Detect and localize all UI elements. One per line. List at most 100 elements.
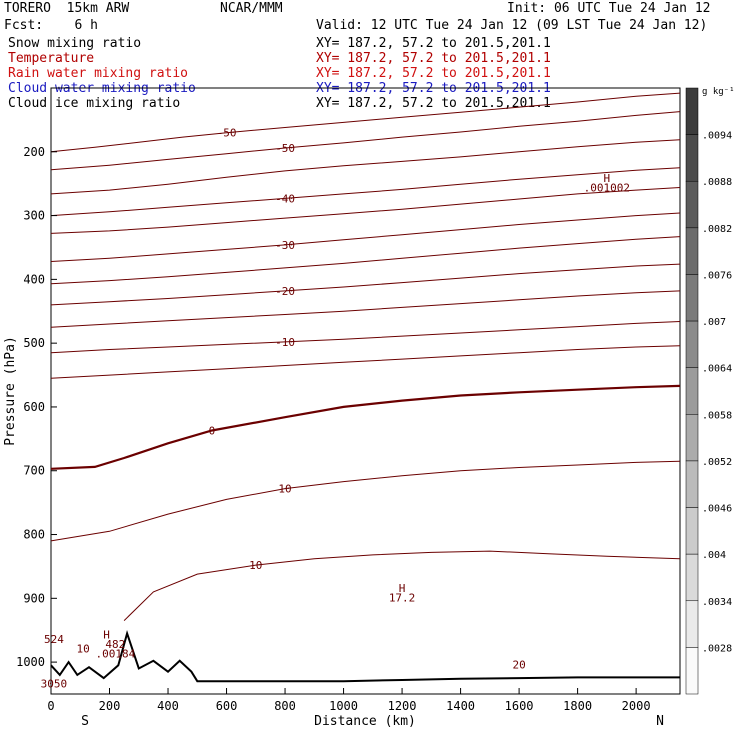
colorbar-label: .0034 — [702, 597, 732, 608]
colorbar-label: .0064 — [702, 364, 732, 375]
y-tick-label: 500 — [23, 336, 45, 350]
colorbar-swatch — [685, 647, 699, 695]
colorbar-label: .0028 — [702, 643, 732, 654]
colorbar-swatch — [685, 180, 699, 229]
header-fcst: Fcst: 6 h — [4, 18, 98, 33]
legend-rain-label: Rain water mixing ratio — [8, 66, 189, 81]
x-end-label-north: N — [656, 714, 664, 729]
legend-cloud-ice-label: Cloud ice mixing ratio — [8, 96, 181, 111]
temperature-isotherms: -50 -50 -40 -30 -20 -10 0 10 10 — [50, 92, 681, 621]
annotation-label: 482 — [105, 638, 125, 651]
y-tick-label: 900 — [23, 591, 45, 605]
x-tick-label: 1200 — [388, 699, 417, 713]
x-tick-label: 1800 — [563, 699, 592, 713]
colorbar-label: .007 — [702, 317, 726, 328]
annotation-label: .00184 — [95, 648, 135, 661]
isotherm-label: 0 — [209, 425, 216, 438]
legend-cloud-ice-xy: XY= 187.2, 57.2 to 201.5,201.1 — [316, 96, 551, 111]
x-tick-label: 1400 — [446, 699, 475, 713]
annotation-label: 10 — [77, 643, 90, 656]
isotherm-line — [50, 212, 681, 262]
legend-temperature-xy: XY= 187.2, 57.2 to 201.5,201.1 — [316, 51, 551, 66]
isotherm-line — [50, 263, 681, 306]
colorbar: .0094 .0088 .0082 .0076 .007 .0064 .0058 .0052.… — [685, 87, 735, 695]
colorbar-swatch — [685, 227, 699, 275]
y-tick-label: 600 — [23, 400, 45, 414]
colorbar-swatch — [685, 414, 699, 462]
annotation-label: 17.2 — [389, 592, 416, 605]
isotherm-line — [123, 550, 681, 621]
isotherm-label: -30 — [275, 239, 295, 252]
x-axis: 0 200 400 600 800 1000 1200 1400 1600 1800 2000 — [47, 688, 651, 713]
isotherm-label: -20 — [275, 285, 295, 298]
colorbar-label: .0052 — [702, 457, 732, 468]
colorbar-swatch — [685, 553, 699, 602]
isotherm-line — [50, 187, 681, 234]
y-tick-label: 400 — [23, 272, 45, 286]
y-tick-label: 1000 — [16, 655, 45, 669]
colorbar-swatch — [685, 320, 699, 368]
annotation-label: 3050 — [41, 678, 68, 691]
x-tick-label: 2000 — [622, 699, 651, 713]
annotation-label: 20 — [512, 658, 525, 671]
header-center: NCAR/MMM — [220, 1, 283, 16]
terrain-line — [50, 629, 680, 683]
colorbar-label: .0076 — [702, 270, 732, 281]
x-tick-label: 200 — [99, 699, 121, 713]
y-axis-label: Pressure (hPa) — [3, 336, 18, 446]
y-tick-label: 700 — [23, 464, 45, 478]
legend-snow-xy: XY= 187.2, 57.2 to 201.5,201.1 — [316, 36, 551, 51]
colorbar-swatch — [685, 600, 699, 648]
x-tick-label: 1600 — [505, 699, 534, 713]
header-model: TORERO 15km ARW — [4, 1, 130, 16]
colorbar-swatch — [685, 87, 699, 135]
x-tick-label: 0 — [47, 699, 54, 713]
y-tick-label: 800 — [23, 528, 45, 542]
y-axis: 200 300 400 500 600 700 800 900 1000 — [16, 145, 57, 669]
colorbar-swatch — [685, 134, 699, 182]
colorbar-label: .0082 — [702, 224, 732, 235]
isotherm-label: -10 — [275, 336, 295, 349]
isotherm-line — [50, 321, 681, 354]
isotherm-line — [50, 236, 681, 285]
colorbar-label: .0058 — [702, 410, 732, 421]
legend-temperature-label: Temperature — [8, 51, 95, 66]
isotherm-line — [50, 384, 681, 470]
isotherm-line — [50, 92, 681, 153]
isotherm-label: -40 — [275, 192, 295, 205]
legend-rain-xy: XY= 187.2, 57.2 to 201.5,201.1 — [316, 66, 551, 81]
isotherm-line — [50, 139, 681, 195]
isotherm-line — [50, 290, 681, 328]
plot-frame — [50, 87, 681, 695]
colorbar-label: .004 — [702, 550, 726, 561]
colorbar-label: .0088 — [702, 177, 732, 188]
isotherm-line — [50, 460, 681, 542]
x-tick-label: 600 — [216, 699, 238, 713]
x-tick-label: 1000 — [329, 699, 358, 713]
x-end-label-south: S — [81, 714, 89, 729]
colorbar-swatch — [685, 274, 699, 322]
colorbar-swatch — [685, 507, 699, 555]
isotherm-line — [50, 167, 681, 217]
header-init: Init: 06 UTC Tue 24 Jan 12 — [507, 1, 711, 16]
annotation-label: 524 — [44, 633, 64, 646]
isotherm-line — [50, 345, 681, 379]
isotherm-line — [50, 111, 681, 171]
legend-snow-label: Snow mixing ratio — [8, 36, 142, 51]
colorbar-swatch — [685, 460, 699, 508]
annotation-label: H — [103, 629, 110, 642]
isotherm-label: -50 — [217, 127, 237, 140]
terrain-surface — [50, 629, 680, 683]
colorbar-label: .0094 — [702, 131, 732, 142]
y-tick-label: 200 — [23, 145, 45, 159]
isotherm-label: 10 — [249, 559, 262, 572]
annotation-label: .001002 — [584, 181, 630, 194]
y-tick-label: 300 — [23, 209, 45, 223]
isotherm-label: -50 — [275, 142, 295, 155]
isotherm-label: 10 — [278, 483, 291, 496]
colorbar-swatch — [685, 367, 699, 415]
annotation-label: H — [604, 172, 611, 185]
header-valid: Valid: 12 UTC Tue 24 Jan 12 (09 LST Tue … — [316, 18, 708, 33]
